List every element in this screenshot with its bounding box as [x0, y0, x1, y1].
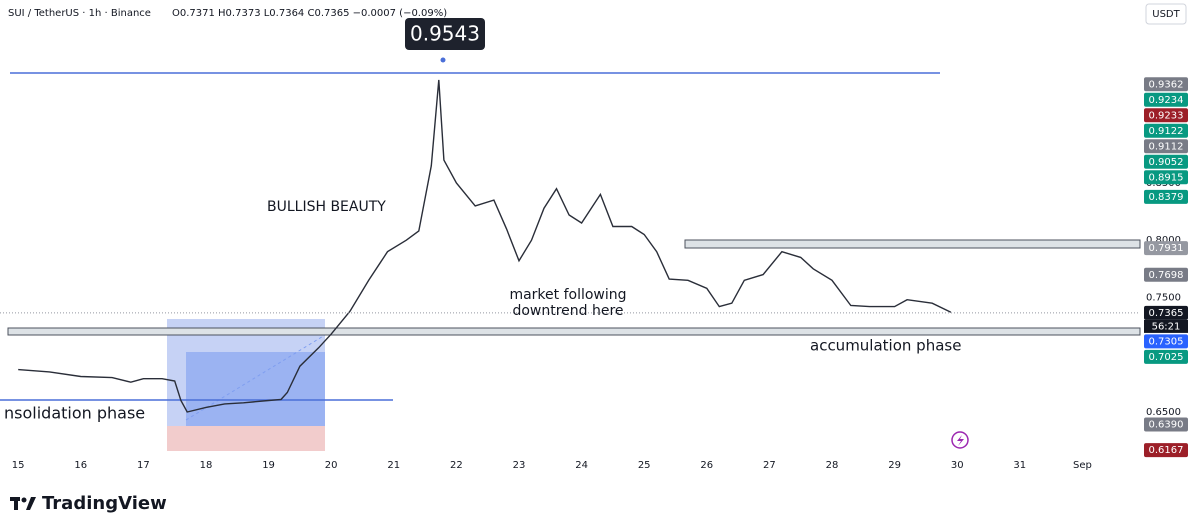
price-tag: 0.9112	[1144, 139, 1188, 154]
price-tag-box	[1144, 267, 1188, 282]
annotation: nsolidation phase	[4, 404, 145, 423]
x-tick-label: Sep	[1073, 460, 1092, 471]
price-line	[18, 79, 952, 413]
price-tag: 0.6167	[1144, 443, 1188, 458]
ohlc-info: O0.7371 H0.7373 L0.7364 C0.7365 −0.0007 …	[172, 8, 447, 19]
price-tag-box	[1144, 349, 1188, 364]
price-tag-label: 0.7025	[1149, 352, 1184, 363]
price-tag: 0.7365 56:21	[1144, 305, 1188, 333]
alert-icon[interactable]	[951, 431, 969, 449]
price-tag-label: 0.6167	[1149, 445, 1184, 456]
price-tag-label: 0.7305	[1149, 336, 1184, 347]
x-tick-label: 17	[137, 460, 150, 471]
callout-box	[405, 18, 485, 50]
x-tick-label: 15	[12, 460, 25, 471]
x-tick-label: 30	[951, 460, 964, 471]
price-tag-box	[1144, 189, 1188, 204]
price-tag-box	[1144, 123, 1188, 138]
x-tick-label: 25	[638, 460, 651, 471]
price-tag: 0.9122	[1144, 123, 1188, 138]
currency-button[interactable]	[1145, 3, 1187, 25]
price-tag-box	[1144, 92, 1188, 107]
price-tag-box	[1144, 108, 1188, 123]
x-tick-label: 27	[763, 460, 776, 471]
x-tick-label: 21	[387, 460, 400, 471]
price-tag: 0.6390	[1144, 417, 1188, 432]
price-tag: 0.7025	[1144, 349, 1188, 364]
annotation: BULLISH BEAUTY	[267, 199, 386, 215]
x-tick-label: 22	[450, 460, 463, 471]
resistance-zone	[684, 239, 1141, 249]
price-tag-label: 0.7931	[1149, 243, 1184, 254]
annotation: market following	[509, 287, 626, 303]
price-tag: 0.9362	[1144, 77, 1188, 92]
price-tag-box	[1144, 154, 1188, 169]
x-tick-label: 20	[325, 460, 338, 471]
price-tag-box	[1144, 241, 1188, 256]
x-tick-label: 23	[513, 460, 526, 471]
countdown-box	[1144, 319, 1188, 333]
annotation: downtrend here	[512, 303, 623, 319]
price-tag: 0.7305	[1144, 334, 1188, 349]
price-tag-box	[1144, 305, 1188, 320]
x-tick-label: 31	[1013, 460, 1026, 471]
price-tag: 0.9234	[1144, 92, 1188, 107]
x-tick-label: 18	[200, 460, 213, 471]
price-tag-label: 0.9234	[1149, 95, 1184, 106]
x-tick-label: 26	[700, 460, 713, 471]
price-tag-box	[1144, 417, 1188, 432]
logo-part	[21, 497, 27, 503]
position-target	[186, 352, 325, 426]
brand-logo	[10, 497, 36, 510]
support-zone	[7, 327, 1141, 336]
x-tick-label: 29	[888, 460, 901, 471]
price-tag-label: 0.9362	[1149, 79, 1184, 90]
peak-callout: 0.9543	[410, 22, 480, 46]
price-tag-label: 0.9122	[1149, 126, 1184, 137]
x-tick-label: 28	[826, 460, 839, 471]
brand: TradingView	[42, 493, 167, 514]
logo-part	[14, 497, 18, 510]
y-tick-label: 0.7500	[1146, 292, 1181, 303]
price-tag-label: 0.8915	[1149, 172, 1184, 183]
position-stop	[167, 426, 325, 451]
price-tag-box	[1144, 170, 1188, 185]
x-tick-label: 19	[262, 460, 275, 471]
price-tag-label: 0.9112	[1149, 141, 1184, 152]
price-tag-label: 0.9052	[1149, 157, 1184, 168]
price-tag-label: 0.9233	[1149, 110, 1184, 121]
price-tag-box	[1144, 443, 1188, 458]
currency: USDT	[1152, 9, 1180, 20]
y-tick-label: 0.8000	[1146, 235, 1181, 246]
price-tag: 0.7698	[1144, 267, 1188, 282]
countdown: 56:21	[1152, 321, 1181, 332]
alert-bolt	[957, 435, 964, 446]
plot	[0, 79, 1140, 413]
price-tag-label: 0.8379	[1149, 192, 1184, 203]
x-tick-label: 24	[575, 460, 588, 471]
price-tag-label: 0.7365	[1149, 308, 1184, 319]
callout-dot	[440, 57, 446, 63]
price-tag: 0.8915	[1144, 170, 1188, 185]
price-tag: 0.9052	[1144, 154, 1188, 169]
price-tag-box	[1144, 77, 1188, 92]
price-tag: 0.7931	[1144, 241, 1188, 256]
price-tag: 0.9233	[1144, 108, 1188, 123]
logo-part	[26, 497, 36, 510]
symbol-info: SUI / TetherUS · 1h · Binance	[8, 8, 151, 19]
price-tag-box	[1144, 139, 1188, 154]
y-tick-label: 0.6500	[1146, 407, 1181, 418]
annotation: accumulation phase	[810, 337, 961, 355]
price-tag-label: 0.7698	[1149, 270, 1184, 281]
price-tag: 0.8379	[1144, 189, 1188, 204]
x-tick-label: 16	[74, 460, 87, 471]
price-tag-box	[1144, 334, 1188, 349]
price-tag-label: 0.6390	[1149, 420, 1184, 431]
